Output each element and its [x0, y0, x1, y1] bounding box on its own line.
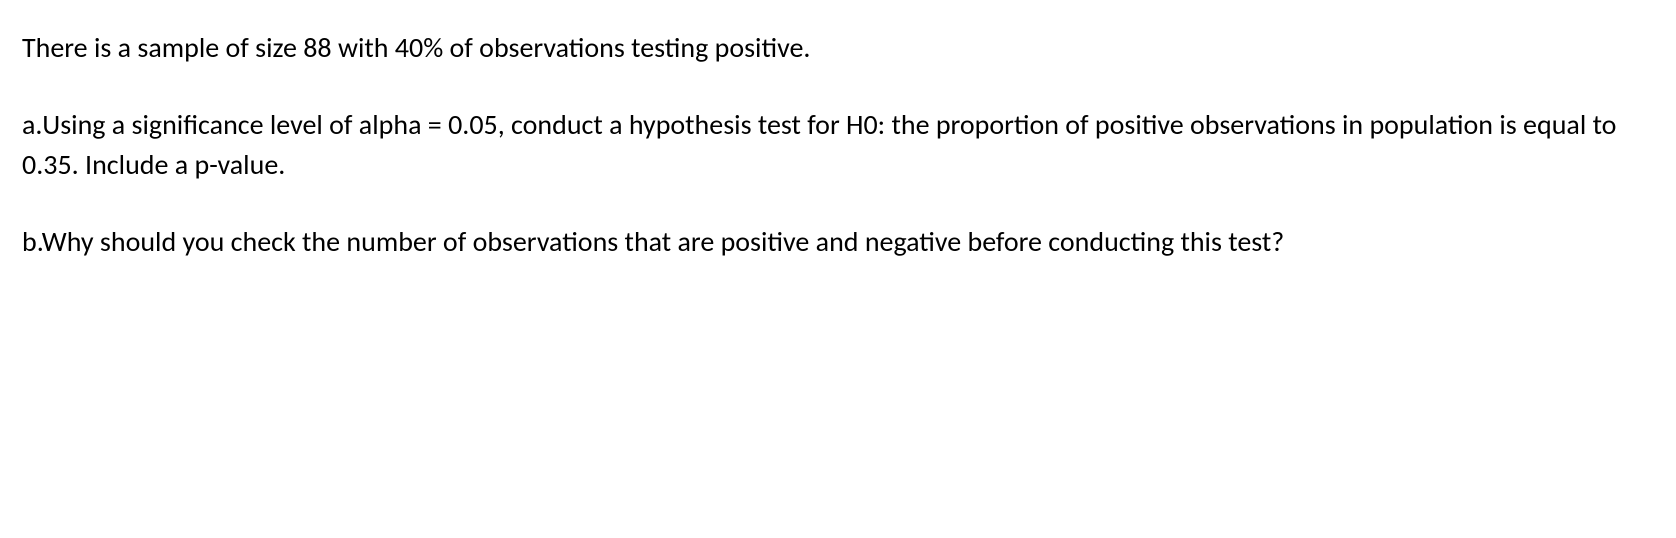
part-b-text: b.Why should you check the number of obs… — [22, 224, 1284, 259]
part-a-text: a.Using a significance level of alpha = … — [22, 107, 1616, 183]
intro-paragraph: There is a sample of size 88 with 40% of… — [22, 28, 1654, 69]
part-a-paragraph: a.Using a significance level of alpha = … — [22, 105, 1654, 186]
intro-text: There is a sample of size 88 with 40% of… — [22, 30, 810, 65]
part-b-paragraph: b.Why should you check the number of obs… — [22, 222, 1654, 263]
